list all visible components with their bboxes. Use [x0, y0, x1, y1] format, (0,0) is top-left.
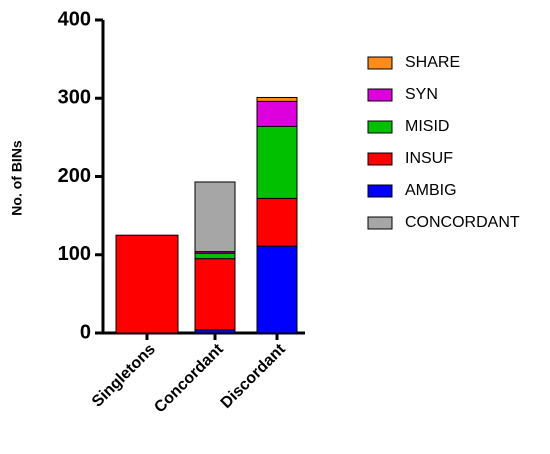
- bar-segment: [194, 181, 236, 253]
- y-tick-label: 400: [58, 8, 91, 30]
- y-tick-label: 0: [80, 321, 91, 343]
- bar-segment: [256, 245, 298, 334]
- y-tick-label: 200: [58, 165, 91, 187]
- y-axis-title: No. of BINs: [9, 140, 25, 216]
- legend-label: SHARE: [405, 54, 460, 71]
- bar-segment: [256, 100, 298, 127]
- legend-label: AMBIG: [405, 182, 457, 199]
- legend-label: CONCORDANT: [405, 214, 520, 231]
- x-tick-label: Concordant: [151, 340, 227, 416]
- legend-label: INSUF: [405, 150, 453, 167]
- y-tick-label: 100: [58, 243, 91, 265]
- bar-segment: [256, 125, 298, 199]
- bar-segment: [115, 234, 179, 334]
- legend-swatch: [367, 88, 393, 102]
- legend-label: SYN: [405, 86, 438, 103]
- legend-swatch: [367, 56, 393, 70]
- bar-segment: [256, 197, 298, 247]
- bar-segment: [256, 96, 298, 102]
- x-tick-label: Discordant: [218, 340, 290, 412]
- legend-swatch: [367, 120, 393, 134]
- legend-swatch: [367, 216, 393, 230]
- y-tick-label: 300: [58, 87, 91, 109]
- bar-segment: [194, 258, 236, 331]
- bar-segment: [194, 252, 236, 260]
- legend-swatch: [367, 184, 393, 198]
- legend-swatch: [367, 152, 393, 166]
- legend-label: MISID: [405, 118, 449, 135]
- x-tick-label: Singletons: [89, 341, 159, 411]
